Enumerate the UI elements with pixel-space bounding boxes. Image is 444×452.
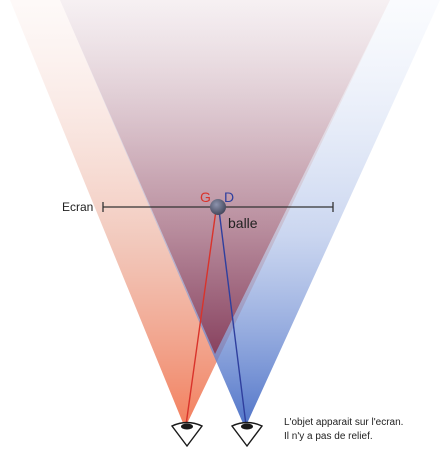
ball-label: balle [228, 215, 258, 231]
left-eye-icon [170, 421, 204, 448]
right-sight-line [218, 209, 247, 426]
left-eye-label: G [200, 189, 211, 205]
caption-line-1: L'objet apparait sur l'ecran. [284, 417, 403, 428]
right-eye-icon [230, 421, 264, 448]
left-sight-line [185, 209, 217, 426]
ball [210, 199, 226, 215]
vision-overlap-region [60, 0, 390, 354]
screen-label: Ecran [62, 200, 93, 214]
caption-line-2: Il n'y a pas de relief. [284, 431, 373, 442]
right-eye-label: D [224, 189, 234, 205]
